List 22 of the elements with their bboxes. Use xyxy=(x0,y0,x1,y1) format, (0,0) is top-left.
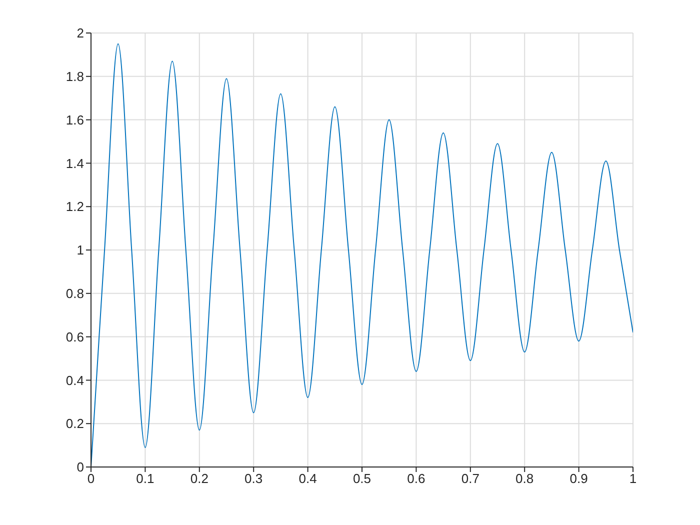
y-tick-label: 1 xyxy=(76,242,84,258)
x-tick-label: 0.2 xyxy=(190,471,208,486)
y-tick-label: 1.8 xyxy=(66,69,84,84)
x-tick-label: 1 xyxy=(629,471,637,486)
y-tick-label: 2 xyxy=(76,26,84,41)
y-tick-label: 0.6 xyxy=(66,329,84,344)
x-tick-label: 0.6 xyxy=(407,471,426,486)
y-tick-label: 0.4 xyxy=(66,372,84,388)
x-tick-label: 0.3 xyxy=(244,471,263,486)
y-tick-label: 1.2 xyxy=(66,199,84,214)
y-tick-label: 1.4 xyxy=(66,156,84,171)
y-tick-label: 0.2 xyxy=(66,416,84,432)
x-tick-label: 0.5 xyxy=(352,471,372,486)
y-tick-label: 0 xyxy=(76,460,84,475)
x-tick-label: 0.1 xyxy=(136,471,154,486)
y-tick-label: 1.6 xyxy=(66,112,84,128)
y-tick-label: 0.8 xyxy=(66,286,84,302)
x-tick-label: 0.7 xyxy=(461,471,480,486)
x-tick-label: 0.9 xyxy=(570,471,588,486)
x-tick-label: 0.4 xyxy=(298,471,317,486)
x-tick-label: 0 xyxy=(87,471,95,486)
x-tick-label: 0.8 xyxy=(516,471,534,486)
